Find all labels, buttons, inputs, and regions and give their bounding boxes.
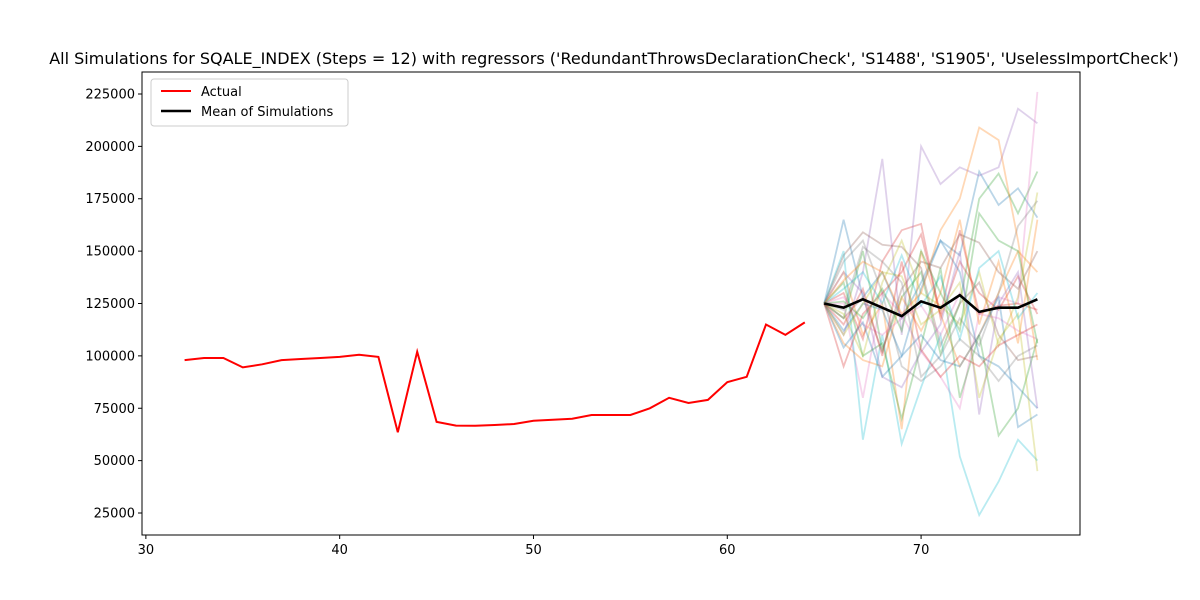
simulation-line (823, 200, 1039, 379)
x-tick-label: 30 (138, 543, 155, 558)
chart-title: All Simulations for SQALE_INDEX (Steps =… (49, 49, 1179, 69)
simulation-line (823, 249, 1039, 343)
simulation-line (823, 222, 1039, 342)
actual-series (184, 321, 806, 433)
simulation-line (823, 231, 1038, 362)
y-tick-label: 175000 (85, 192, 135, 207)
x-tick-label: 70 (913, 543, 930, 558)
simulation-line (823, 250, 1039, 415)
y-tick-label: 225000 (85, 87, 135, 102)
legend-box (150, 78, 349, 127)
y-tick-label: 75000 (94, 402, 135, 417)
simulation-line (823, 219, 1039, 368)
simulation-line (823, 294, 1038, 429)
x-tick-label: 60 (719, 543, 736, 558)
simulation-line (823, 250, 1039, 518)
x-tick-label: 50 (525, 543, 542, 558)
simulation-line (823, 126, 1039, 361)
simulation-line (823, 291, 1038, 340)
simulation-line (823, 238, 1038, 383)
y-axis: 25000 50000 75000 100000 125000 150000 175000 2… (85, 87, 142, 522)
mean-series (823, 293, 1038, 318)
actual-line (184, 321, 806, 433)
simulation-line (823, 249, 1039, 430)
legend-label-mean: Mean of Simulations (201, 105, 333, 120)
y-tick-label: 50000 (94, 454, 135, 469)
y-tick-label: 200000 (85, 140, 135, 155)
simulation-line (823, 107, 1038, 338)
simulation-line (823, 171, 1039, 357)
x-tick-label: 40 (331, 543, 348, 558)
simulation-line (824, 91, 1039, 411)
x-axis: 30 40 50 60 70 (138, 535, 930, 558)
mean-line (823, 293, 1038, 318)
simulation-line (823, 229, 1038, 370)
legend: Actual Mean of Simulations (150, 78, 349, 127)
y-tick-label: 125000 (85, 297, 135, 312)
y-tick-label: 100000 (85, 349, 135, 364)
simulation-line (823, 192, 1039, 359)
simulation-line (823, 238, 1039, 409)
simulation-line (823, 267, 1039, 438)
simulation-line (823, 169, 1039, 321)
simulation-line (824, 211, 1039, 344)
simulation-lines (823, 91, 1039, 518)
legend-label-actual: Actual (201, 85, 242, 100)
y-tick-label: 25000 (94, 507, 135, 522)
y-tick-label: 150000 (85, 245, 135, 260)
simulation-line (823, 271, 1039, 472)
simulation-line (823, 261, 1038, 379)
